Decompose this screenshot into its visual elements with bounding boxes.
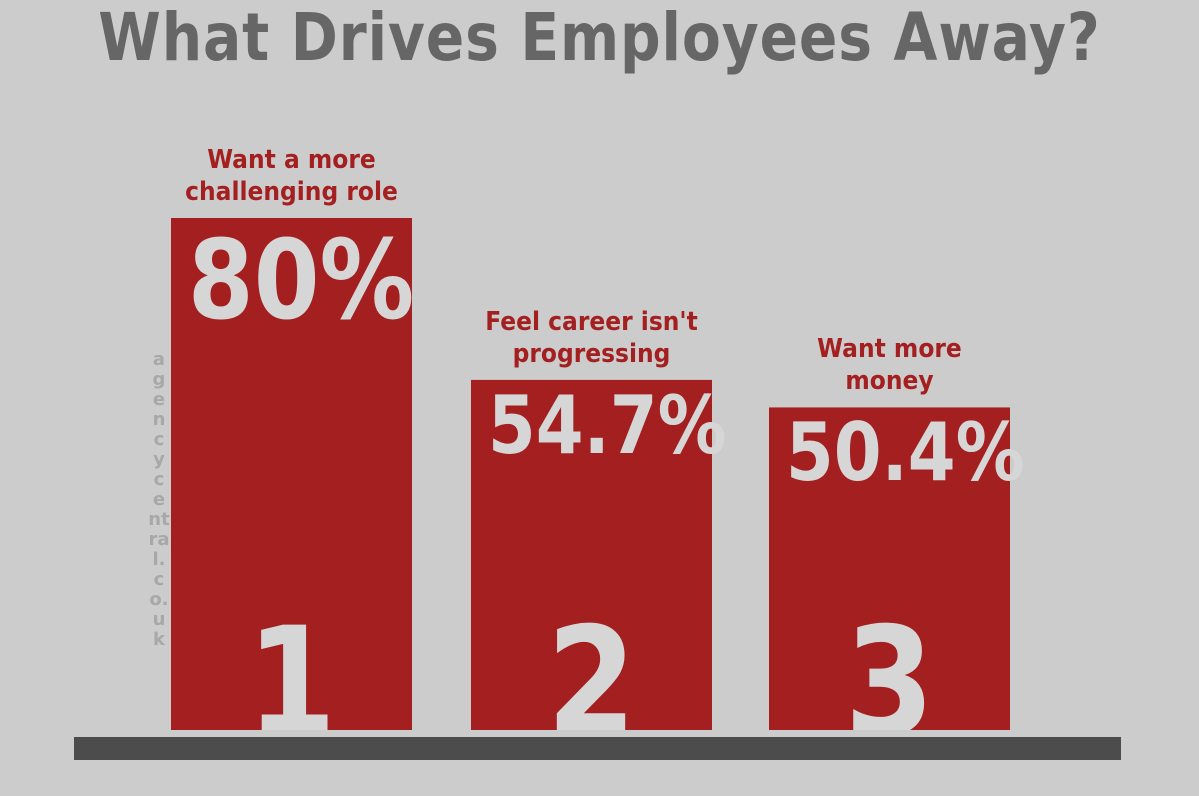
bar-2 <box>471 379 712 730</box>
chart-baseline <box>74 737 1121 760</box>
bar-label-3: Want more money <box>817 334 962 397</box>
bar-rank-1: 1 <box>246 608 337 730</box>
bar-label-2: Feel career isn't progressing <box>485 306 698 369</box>
bar-label-1: Want a more challenging role <box>185 145 398 207</box>
bar-value-1: 80% <box>187 216 415 344</box>
bar-1 <box>171 218 412 730</box>
bar-rank-3: 3 <box>844 608 935 730</box>
bar-value-2: 54.7% <box>487 378 727 472</box>
bar-value-3: 50.4% <box>785 406 1025 500</box>
watermark-text: agencycentral.co.uk <box>148 349 170 650</box>
bar-rank-2: 2 <box>546 608 637 730</box>
chart-title: What Drives Employees Away? <box>98 0 1101 76</box>
bar-3 <box>769 407 1010 730</box>
